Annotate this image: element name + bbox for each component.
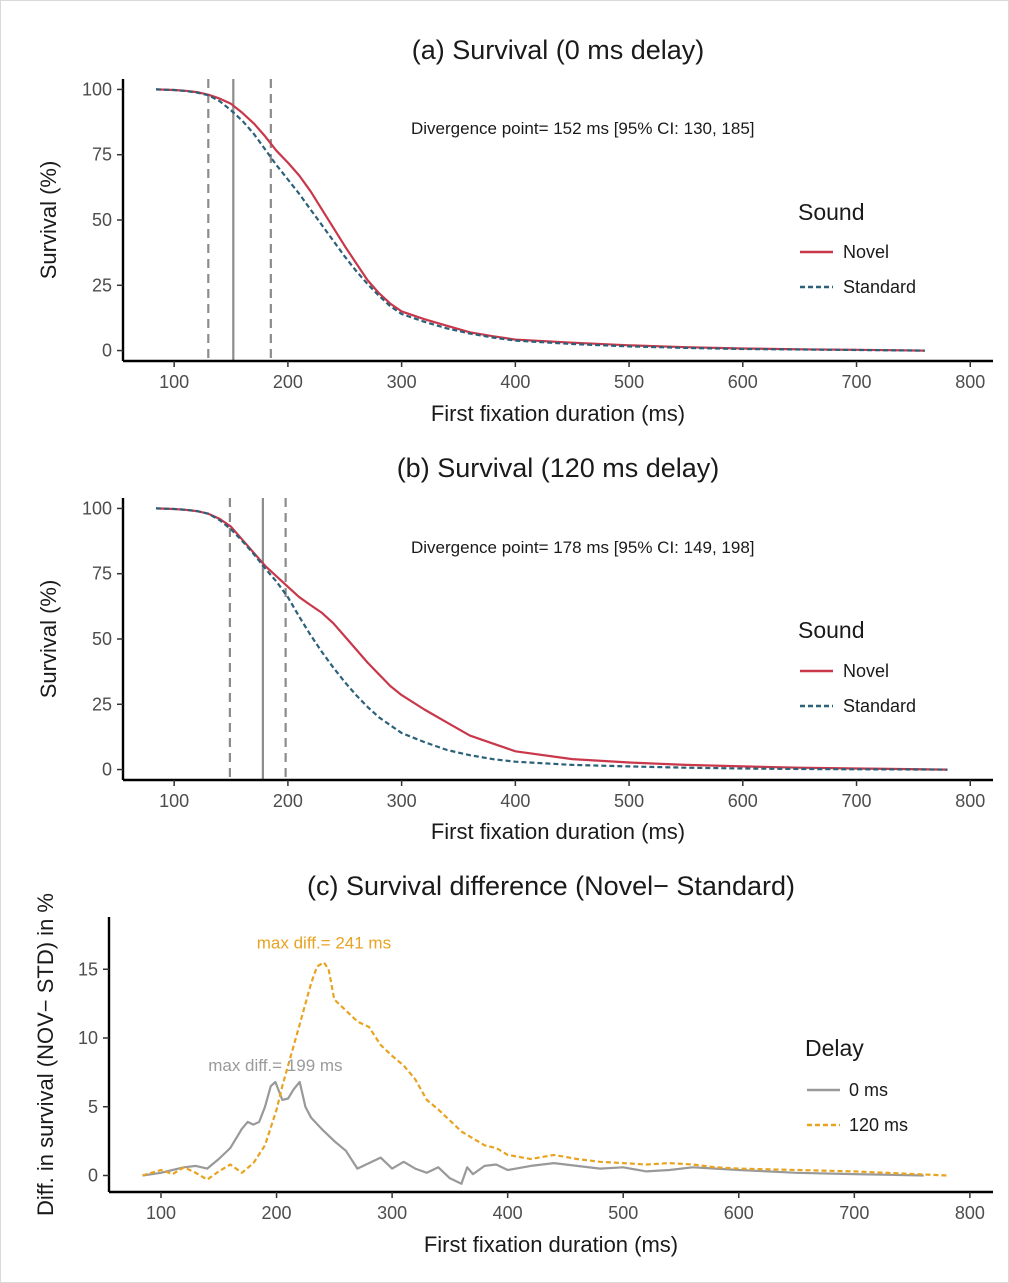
panel-c-x-axis-label: First fixation duration (ms) [424,1232,678,1257]
panel-a-x-tick-label-300: 300 [387,372,417,392]
panel-a-x-tick-label-100: 100 [159,372,189,392]
panel-a-y-tick-label-50: 50 [92,210,112,230]
panel-a-legend-title: Sound [798,199,865,225]
panel-b-y-tick-label-100: 100 [82,498,112,518]
panel-c-legend-title: Delay [805,1035,864,1061]
panel-c-y-tick-label-15: 15 [78,959,98,979]
panel-b-x-tick-label-600: 600 [728,791,758,811]
panel-b-legend-title: Sound [798,617,865,643]
panel-b-title: (b) Survival (120 ms delay) [397,453,720,483]
panel-a-title: (a) Survival (0 ms delay) [412,35,705,65]
panel-a-y-tick-label-75: 75 [92,145,112,165]
panel-a-y-tick-label-100: 100 [82,79,112,99]
panel-c-max-diff-label-2: max diff.= 199 ms [208,1056,342,1075]
panel-c-y-tick-label-5: 5 [88,1097,98,1117]
panel-c-y-axis-label: Diff. in survival (NOV− STD) in % [33,893,58,1216]
panel-b-legend-label-novel: Novel [843,661,889,681]
panel-c-y-tick-label-10: 10 [78,1028,98,1048]
panel-b-series-novel [155,507,948,771]
panel-c-x-tick-label-700: 700 [839,1203,869,1223]
panel-a-x-axis-label: First fixation duration (ms) [431,401,685,426]
panel-c-x-tick-label-500: 500 [608,1203,638,1223]
panel-c-x-tick-label-600: 600 [724,1203,754,1223]
panel-a-x-tick-label-600: 600 [728,372,758,392]
panel-a-divergence-annotation: Divergence point= 152 ms [95% CI: 130, 1… [411,119,755,138]
panel-c-legend-label-120-ms: 120 ms [849,1115,908,1135]
panel-b-y-tick-label-0: 0 [102,760,112,780]
panel-b-y-tick-label-25: 25 [92,694,112,714]
panel-a-y-tick-label-0: 0 [102,341,112,361]
panel-b-y-tick-label-75: 75 [92,564,112,584]
panel-b-y-tick-label-50: 50 [92,629,112,649]
panel-c-x-tick-label-800: 800 [955,1203,985,1223]
panel-a-x-tick-label-700: 700 [842,372,872,392]
panel-b-x-axis-label: First fixation duration (ms) [431,819,685,844]
panel-a-y-tick-label-25: 25 [92,275,112,295]
panel-c-max-diff-label-1: max diff.= 241 ms [257,934,391,953]
panel-a-legend-label-standard: Standard [843,277,916,297]
panel-b-x-tick-label-300: 300 [387,791,417,811]
panel-a-series-novel [155,88,925,352]
panel-a-legend-label-novel: Novel [843,242,889,262]
panel-a-x-tick-label-500: 500 [614,372,644,392]
panel-c-x-tick-label-300: 300 [377,1203,407,1223]
panel-a-y-axis-label: Survival (%) [36,161,61,280]
panel-a-series-standard [155,88,925,352]
panel-b-divergence-annotation: Divergence point= 178 ms [95% CI: 149, 1… [411,538,755,557]
panel-a-x-tick-label-800: 800 [955,372,985,392]
panel-b-series-standard [155,507,948,771]
panel-b-x-tick-label-800: 800 [955,791,985,811]
panel-c-legend-label-0-ms: 0 ms [849,1080,888,1100]
panel-b-x-tick-label-500: 500 [614,791,644,811]
panel-a-x-tick-label-400: 400 [500,372,530,392]
panel-c-x-tick-label-100: 100 [146,1203,176,1223]
panel-b-y-axis-label: Survival (%) [36,580,61,699]
panel-b-x-tick-label-700: 700 [842,791,872,811]
panel-b-x-tick-label-400: 400 [500,791,530,811]
panel-b-x-tick-label-100: 100 [159,791,189,811]
panel-c-x-tick-label-400: 400 [493,1203,523,1223]
panel-c-x-tick-label-200: 200 [262,1203,292,1223]
panel-c-series-0-ms [142,1080,924,1185]
panel-c-title: (c) Survival difference (Novel− Standard… [307,871,795,901]
panel-b-x-tick-label-200: 200 [273,791,303,811]
panel-c-y-tick-label-0: 0 [88,1166,98,1186]
panel-c-series-120-ms [142,961,947,1181]
panel-a-x-tick-label-200: 200 [273,372,303,392]
panel-b-legend-label-standard: Standard [843,696,916,716]
